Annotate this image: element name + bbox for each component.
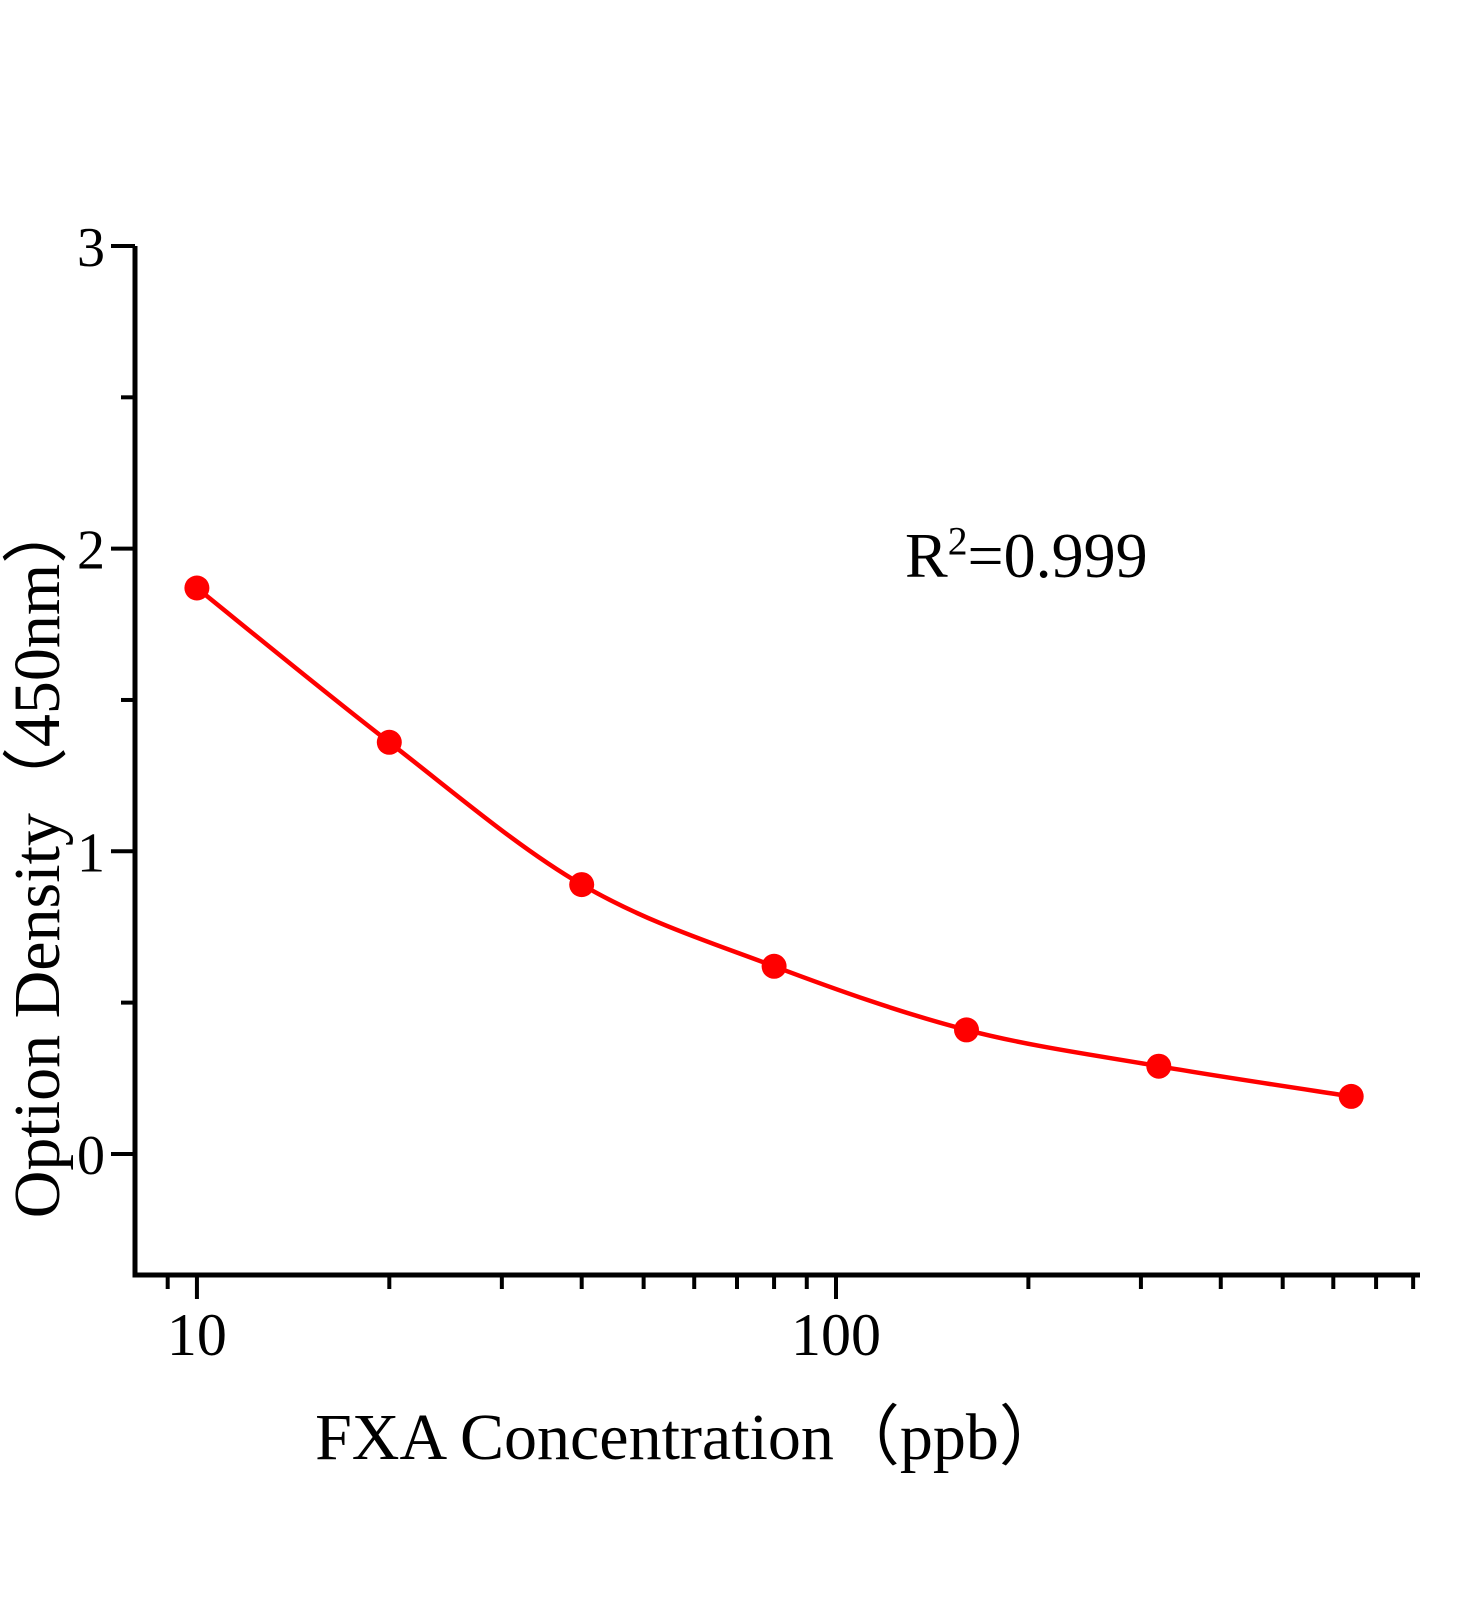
x-tick-label: 10: [167, 1302, 227, 1368]
data-point-marker: [1338, 1083, 1364, 1109]
y-tick-label: 1: [77, 822, 105, 884]
data-point-marker: [761, 953, 787, 979]
x-axis-title: FXA Concentration（ppb）: [315, 1401, 1065, 1474]
r-squared-base: R: [905, 520, 948, 591]
data-point-marker: [569, 872, 595, 898]
y-axis-title: Option Density（450nm）: [1, 497, 74, 1219]
standard-curve-line: [194, 585, 1354, 1099]
r-squared-annotation: R2=0.999: [905, 522, 1148, 588]
y-tick-label: 3: [77, 217, 105, 279]
data-point-marker: [184, 575, 210, 601]
data-point-marker: [1146, 1053, 1172, 1079]
x-tick-label: 100: [791, 1302, 881, 1368]
y-tick-label: 2: [77, 520, 105, 582]
data-point-marker: [376, 729, 402, 755]
r-squared-value: =0.999: [967, 520, 1148, 591]
y-tick-label: 0: [77, 1125, 105, 1187]
data-point-marker: [954, 1017, 979, 1043]
r-squared-exponent: 2: [947, 519, 968, 564]
